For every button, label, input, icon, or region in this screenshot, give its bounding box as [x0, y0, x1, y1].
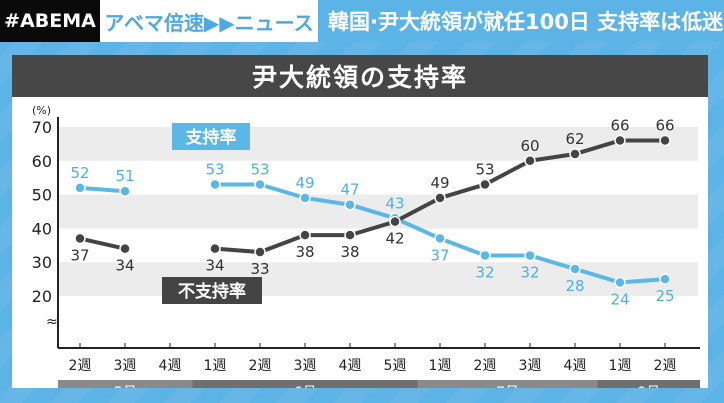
data-label: 38: [340, 243, 359, 261]
data-point: [254, 246, 266, 258]
data-label: 53: [205, 160, 224, 178]
series-line-1: [79, 236, 126, 251]
data-label: 33: [250, 260, 269, 278]
data-point: [614, 276, 626, 289]
data-point: [209, 178, 221, 191]
month-band: [192, 380, 418, 388]
month-band: [58, 380, 193, 388]
data-point: [119, 185, 131, 197]
data-point: [254, 178, 266, 191]
data-label: 34: [205, 257, 224, 275]
data-label: 60: [520, 137, 539, 155]
data-point: [659, 134, 671, 147]
data-point: [659, 273, 671, 285]
data-label: 42: [385, 230, 404, 248]
axis-break-icon: ≈: [46, 314, 58, 330]
data-label: 47: [340, 181, 359, 199]
data-point: [524, 249, 536, 262]
data-label: 66: [610, 117, 629, 135]
headline: 韓国·尹大統領が就任100日 支持率は低迷: [318, 0, 724, 42]
data-label: 49: [295, 174, 314, 192]
chart-card: 尹大統領の支持率 (%) ≈20 30 40 50 60 70 2週 3週 4週 1週 2週 3週 4週 5…: [12, 55, 708, 388]
data-label: 24: [610, 290, 629, 308]
y-tick-label: 30: [32, 253, 52, 272]
month-label: 7月: [496, 385, 519, 388]
data-label: 34: [115, 257, 134, 275]
data-point: [74, 182, 86, 194]
y-tick-label: 40: [32, 219, 52, 238]
data-point: [569, 263, 581, 275]
x-tick-label: 4週: [159, 358, 182, 374]
legend-support-box: [172, 123, 250, 150]
x-tick-label: 4週: [339, 358, 362, 374]
x-tick-label: 1週: [609, 358, 632, 374]
data-label: 62: [565, 130, 584, 148]
legend-disapproval-box: [162, 277, 262, 304]
data-point: [524, 155, 536, 167]
y-tick-label: 20: [32, 287, 52, 306]
data-point: [479, 178, 491, 191]
data-point: [614, 134, 626, 147]
data-label: 52: [70, 164, 89, 182]
data-label: 37: [430, 247, 449, 265]
data-point: [299, 192, 311, 204]
y-tick-label: 60: [32, 152, 52, 171]
y-tick-label: 50: [32, 186, 52, 205]
data-label: 32: [520, 263, 539, 281]
data-label: 37: [70, 247, 89, 265]
month-label: 5月: [114, 385, 137, 388]
data-point: [344, 229, 356, 241]
month-band: [597, 380, 700, 388]
x-tick-label: 2週: [474, 358, 497, 374]
month-band: [417, 380, 598, 388]
data-label: 43: [385, 194, 404, 212]
data-label: 53: [475, 160, 494, 178]
data-point: [479, 249, 491, 262]
chart-title: 尹大統領の支持率: [12, 55, 708, 97]
x-tick-label: 2週: [249, 358, 272, 374]
data-label: 28: [565, 277, 584, 295]
abema-logo: #ABEMA: [0, 0, 100, 42]
legend-support-label: 支持率: [186, 127, 237, 148]
legend-disapproval-label: 不支持率: [178, 281, 246, 302]
data-point: [119, 242, 131, 255]
data-point: [209, 242, 221, 255]
x-tick-label: 3週: [294, 358, 317, 374]
x-tick-label: 1週: [429, 358, 452, 374]
data-label: 32: [475, 263, 494, 281]
data-label: 38: [295, 243, 314, 261]
header-bar: #ABEMA アベマ倍速▶▶ニュース 韓国·尹大統領が就任100日 支持率は低迷: [0, 0, 724, 42]
y-tick-label: 70: [32, 118, 52, 137]
month-label: 8月: [637, 385, 660, 388]
data-label: 49: [430, 174, 449, 192]
x-tick-label: 3週: [114, 358, 137, 374]
series-line-0: [79, 185, 126, 194]
grid-band: [58, 127, 698, 161]
x-tick-label: 4週: [564, 358, 587, 374]
data-label: 66: [655, 117, 674, 135]
data-point: [74, 232, 86, 245]
data-point: [299, 229, 311, 241]
x-tick-label: 3週: [519, 358, 542, 374]
x-tick-label: 1週: [204, 358, 227, 374]
data-point: [569, 148, 581, 160]
data-point: [344, 198, 356, 211]
chart: (%) ≈20 30 40 50 60 70 2週 3週 4週 1週 2週 3週 4週 5週 1週 2週 3週 4週…: [32, 104, 700, 388]
data-point: [434, 232, 446, 245]
y-unit-label: (%): [32, 104, 51, 117]
data-point: [389, 215, 401, 228]
x-tick-label: 2週: [654, 358, 677, 374]
x-tick-label: 5週: [384, 358, 407, 374]
x-tick-label: 2週: [69, 358, 92, 374]
data-label: 53: [250, 160, 269, 178]
data-label: 25: [655, 287, 674, 305]
month-label: 6月: [294, 385, 317, 388]
program-name: アベマ倍速▶▶ニュース: [100, 0, 318, 42]
data-label: 51: [115, 167, 134, 185]
data-point: [434, 192, 446, 204]
